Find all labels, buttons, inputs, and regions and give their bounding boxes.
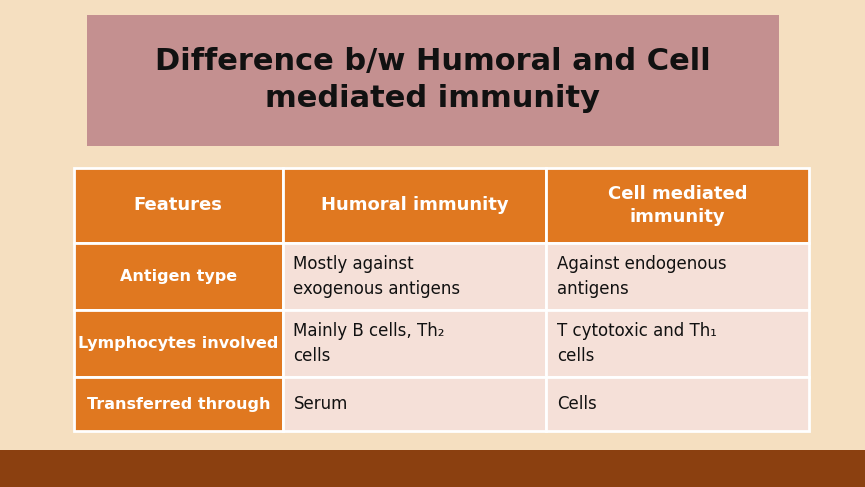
Text: Features: Features <box>134 196 222 214</box>
Text: Cells: Cells <box>557 395 597 413</box>
FancyBboxPatch shape <box>547 243 809 310</box>
Text: Against endogenous
antigens: Against endogenous antigens <box>557 255 727 298</box>
FancyBboxPatch shape <box>74 243 283 310</box>
Text: Antigen type: Antigen type <box>119 269 237 284</box>
FancyBboxPatch shape <box>283 243 547 310</box>
FancyBboxPatch shape <box>547 377 809 431</box>
Text: Mainly B cells, Th₂
cells: Mainly B cells, Th₂ cells <box>293 322 445 365</box>
Text: Mostly against
exogenous antigens: Mostly against exogenous antigens <box>293 255 460 298</box>
Text: Difference b/w Humoral and Cell
mediated immunity: Difference b/w Humoral and Cell mediated… <box>155 47 710 113</box>
FancyBboxPatch shape <box>74 310 283 377</box>
FancyBboxPatch shape <box>547 310 809 377</box>
Text: Humoral immunity: Humoral immunity <box>321 196 509 214</box>
Text: T cytotoxic and Th₁
cells: T cytotoxic and Th₁ cells <box>557 322 716 365</box>
FancyBboxPatch shape <box>0 450 865 487</box>
FancyBboxPatch shape <box>74 168 283 243</box>
FancyBboxPatch shape <box>74 377 283 431</box>
FancyBboxPatch shape <box>283 377 547 431</box>
Text: Lymphocytes involved: Lymphocytes involved <box>78 336 279 351</box>
FancyBboxPatch shape <box>547 168 809 243</box>
Text: Transferred through: Transferred through <box>86 396 270 412</box>
Text: Serum: Serum <box>293 395 348 413</box>
FancyBboxPatch shape <box>86 15 778 146</box>
Text: Cell mediated
immunity: Cell mediated immunity <box>608 186 747 225</box>
FancyBboxPatch shape <box>283 310 547 377</box>
FancyBboxPatch shape <box>283 168 547 243</box>
